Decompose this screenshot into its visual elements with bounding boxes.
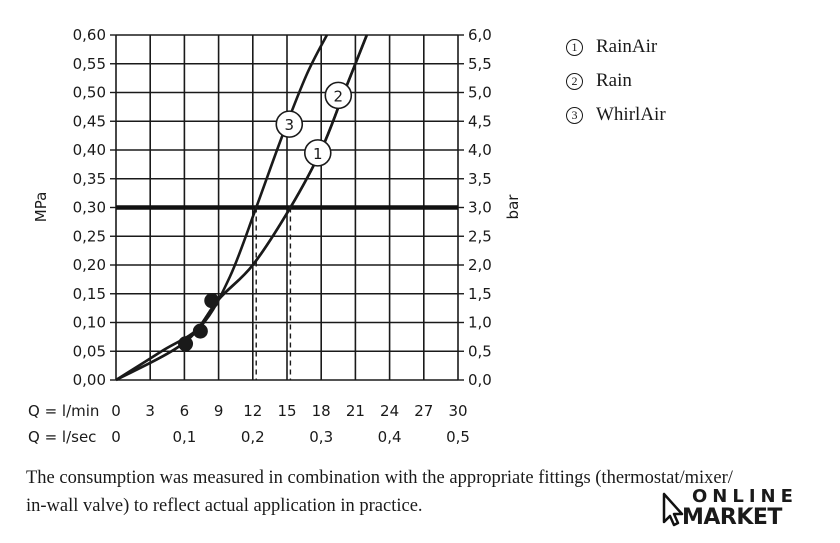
y-right-tick-label: 5,5 — [468, 55, 492, 73]
curve-label-circle — [303, 139, 332, 167]
y-right-tick-label: 1,5 — [468, 285, 492, 303]
y-right-tick-label: 5,0 — [468, 84, 492, 102]
caption-line-1: The consumption was measured in combinat… — [26, 468, 733, 488]
x-axis-lsec-title: Q = l/sec — [28, 428, 96, 446]
data-point-marker — [178, 336, 194, 352]
curve-label-text: 2 — [334, 87, 344, 105]
x-lmin-tick-label: 15 — [277, 402, 296, 420]
x-lsec-tick-label: 0,4 — [378, 428, 402, 446]
y-left-tick-label: 0,20 — [73, 256, 106, 274]
x-lmin-tick-label: 18 — [312, 402, 331, 420]
y-left-tick-label: 0,15 — [73, 285, 106, 303]
y-axis-left-title: MPa — [32, 192, 50, 223]
y-right-tick-label: 1,0 — [468, 314, 492, 332]
x-lmin-tick-label: 30 — [448, 402, 467, 420]
y-axis-right-ticks: 0,0 0,5 1,0 1,5 2,0 2,5 3,0 3,5 4,0 4,5 5,0 5,5 6,0 — [458, 26, 492, 389]
cursor-arrow-icon — [662, 492, 684, 527]
y-left-tick-label: 0,05 — [73, 342, 106, 360]
y-right-tick-label: 2,0 — [468, 256, 492, 274]
pressure-flow-chart: 0,000,050,100,150,200,250,300,350,400,45… — [28, 26, 522, 446]
caption-line-2: in-wall valve) to reflect actual applica… — [26, 496, 423, 516]
y-left-tick-label: 0,50 — [73, 84, 106, 102]
legend-marker: 3 — [566, 106, 583, 124]
online-market-logo: ONLINE MARKET — [662, 486, 802, 532]
y-left-tick-label: 0,60 — [73, 26, 106, 44]
chart-grid — [115, 34, 459, 381]
x-lmin-tick-label: 21 — [346, 402, 365, 420]
y-axis-right-title: bar — [504, 194, 522, 220]
x-lsec-tick-label: 0,3 — [309, 428, 333, 446]
x-lmin-tick-label: 12 — [243, 402, 262, 420]
x-lmin-tick-label: 0 — [111, 402, 121, 420]
x-lmin-tick-label: 27 — [414, 402, 433, 420]
y-right-tick-label: 6,0 — [468, 26, 492, 44]
y-left-tick-label: 0,35 — [73, 170, 106, 188]
y-right-tick-label: 3,0 — [468, 199, 492, 217]
x-axis-lmin-title: Q = l/min — [28, 402, 99, 420]
curve-labels: 1 2 3 — [275, 81, 353, 167]
x-lmin-tick-label: 3 — [145, 402, 155, 420]
y-left-tick-label: 0,25 — [73, 227, 106, 245]
legend: 1 RainAir 2 Rain 3 WhirlAir — [566, 30, 666, 132]
x-lsec-tick-label: 0,2 — [241, 428, 265, 446]
y-left-tick-label: 0,40 — [73, 141, 106, 159]
x-lsec-tick-label: 0,1 — [172, 428, 196, 446]
logo-text-online: ONLINE — [692, 486, 798, 507]
y-right-tick-label: 0,5 — [468, 342, 492, 360]
legend-marker: 2 — [566, 72, 583, 90]
y-axis-left-ticks: 0,00 0,05 0,10 0,15 0,20 0,25 0,30 0,35 0,40 0,45… — [73, 26, 116, 389]
y-right-tick-label: 2,5 — [468, 227, 492, 245]
x-lmin-tick-label: 6 — [180, 402, 190, 420]
y-right-tick-label: 0,0 — [468, 371, 492, 389]
series-line-3 — [115, 34, 329, 382]
curve-label-circle — [275, 110, 304, 138]
y-right-tick-label: 3,5 — [468, 170, 492, 188]
y-left-tick-label: 0,00 — [73, 371, 106, 389]
curve-label-circle — [324, 81, 353, 110]
y-left-tick-label: 0,30 — [73, 199, 106, 217]
caption: The consumption was measured in combinat… — [26, 464, 826, 520]
data-point-marker — [192, 323, 208, 339]
legend-item-rainair: 1 RainAir — [566, 30, 666, 64]
x-lsec-tick-label: 0,5 — [446, 428, 470, 446]
y-left-tick-label: 0,55 — [73, 55, 106, 73]
x-lmin-tick-label: 9 — [214, 402, 224, 420]
data-point-marker — [204, 293, 220, 309]
chart-markers — [178, 293, 220, 352]
curve-label-text: 1 — [313, 145, 323, 163]
x-lsec-tick-label: 0 — [111, 428, 121, 446]
logo-text-market: MARKET — [682, 505, 782, 530]
curve-label-text: 3 — [285, 116, 295, 134]
y-left-tick-label: 0,10 — [73, 314, 106, 332]
x-axis-lmin-ticks: 0 3 6 9 12 15 18 21 24 27 30 — [111, 402, 467, 420]
x-axis-lsec-ticks: 0 0,1 0,2 0,3 0,4 0,5 — [111, 428, 470, 446]
legend-item-whirlair: 3 WhirlAir — [566, 98, 666, 132]
legend-label: Rain — [596, 70, 632, 91]
x-lmin-tick-label: 24 — [380, 402, 399, 420]
legend-marker: 1 — [566, 38, 583, 56]
legend-label: WhirlAir — [596, 104, 666, 125]
y-right-tick-label: 4,0 — [468, 141, 492, 159]
legend-item-rain: 2 Rain — [566, 64, 666, 98]
y-left-tick-label: 0,45 — [73, 112, 106, 130]
legend-label: RainAir — [596, 36, 658, 57]
y-right-tick-label: 4,5 — [468, 112, 492, 130]
